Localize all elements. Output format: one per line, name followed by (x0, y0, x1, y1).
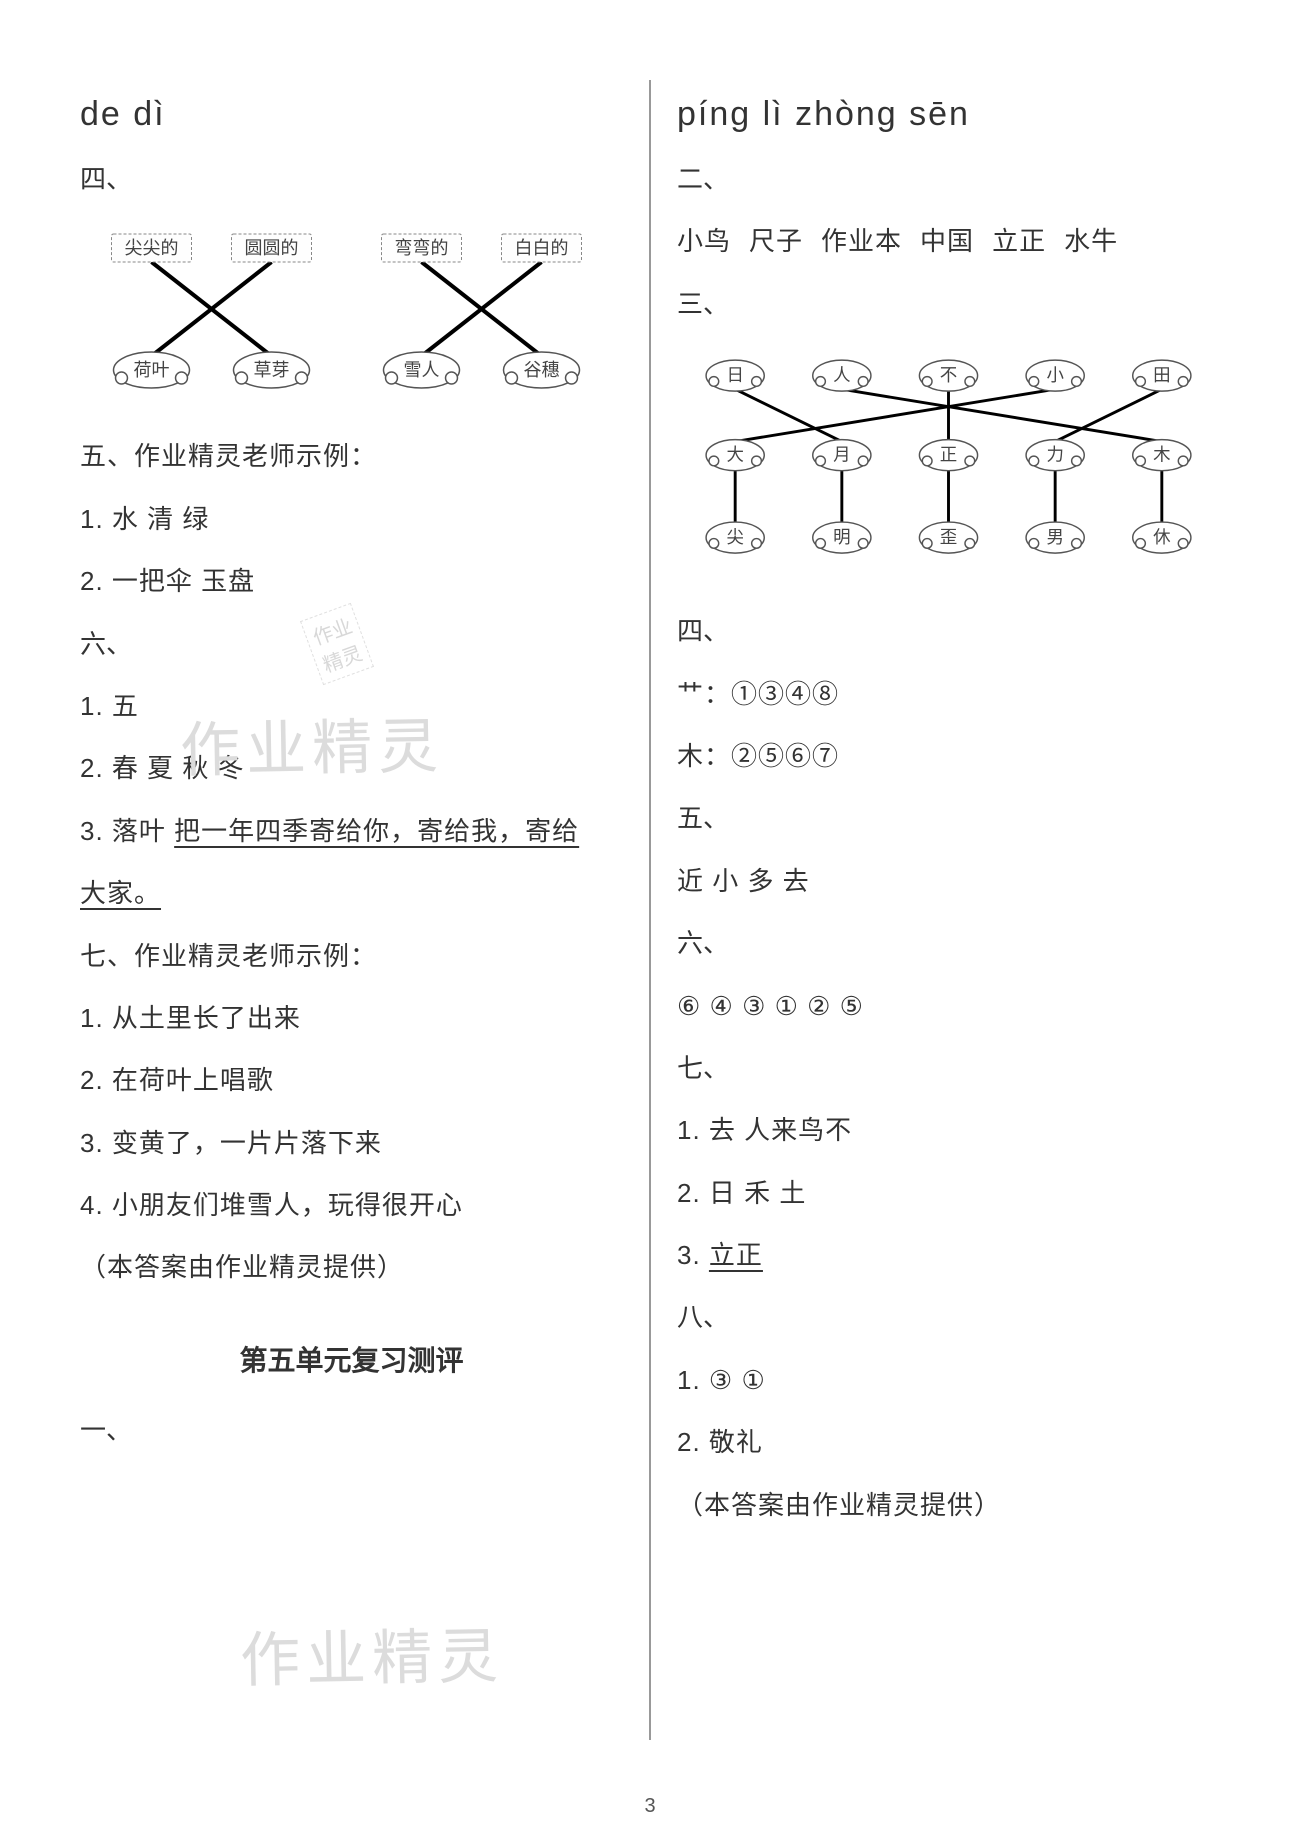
svg-text:月: 月 (833, 445, 850, 465)
svg-text:木: 木 (1153, 445, 1170, 465)
word-item: 立正 (992, 226, 1046, 256)
left-sec4-label: 四、 (80, 148, 623, 210)
right-sec8-label: 八、 (677, 1286, 1220, 1348)
right-sec4-1: 艹：①③④⑧ (677, 663, 1220, 725)
left-sec7-4: 4. 小朋友们堆雪人，玩得很开心 (80, 1174, 623, 1236)
left-sec6-3b: 大家。 (80, 862, 623, 924)
left-sec6-2: 2. 春 夏 秋 冬 (80, 737, 623, 799)
right-sec5-label: 五、 (677, 787, 1220, 849)
page-root: 作业精灵 作业精灵 作业精灵 de dì 四、 尖尖的圆圆的弯弯的白白的荷叶草芽… (0, 0, 1300, 1838)
right-sec3-label: 三、 (677, 273, 1220, 335)
svg-text:人: 人 (833, 365, 850, 385)
right-sec5-line: 近 小 多 去 (677, 850, 1220, 912)
word-item: 尺子 (749, 226, 803, 256)
left-sec6-3-ul2: 大家。 (80, 878, 161, 908)
svg-text:草芽: 草芽 (254, 360, 290, 380)
left-sec7-label: 七、作业精灵老师示例： (80, 925, 623, 987)
left-sec7-1: 1. 从土里长了出来 (80, 987, 623, 1049)
two-column-layout: de dì 四、 尖尖的 圆圆的 弯弯的 白白的荷叶 草芽 雪人 谷穗 五、作业精灵老师示例… (60, 80, 1240, 1780)
right-sec8-2: 2. 敬礼 (677, 1411, 1220, 1473)
right-sec7-3: 3. 立正 (677, 1224, 1220, 1286)
right-sec4-2: 木：②⑤⑥⑦ (677, 725, 1220, 787)
right-sec2-words: 小鸟尺子作业本中国立正水牛 (677, 210, 1220, 272)
right-sec7-2: 2. 日 禾 土 (677, 1162, 1220, 1224)
svg-text:田: 田 (1153, 365, 1170, 385)
svg-text:休: 休 (1153, 527, 1171, 547)
right-sec7-3-pre: 3. (677, 1240, 709, 1270)
right-sec7-1: 1. 去 人来鸟不 (677, 1099, 1220, 1161)
left-sec7-2: 2. 在荷叶上唱歌 (80, 1049, 623, 1111)
left-sec6-3: 3. 落叶 把一年四季寄给你，寄给我，寄给 (80, 800, 623, 862)
svg-text:小: 小 (1046, 365, 1064, 385)
right-credit: （本答案由作业精灵提供） (677, 1474, 1220, 1536)
right-sec8-1: 1. ③ ① (677, 1349, 1220, 1411)
right-pinyin: píng lì zhòng sēn (677, 80, 1220, 148)
left-sec6-3-pre: 3. 落叶 (80, 816, 174, 846)
left-sec7-3: 3. 变黄了，一片片落下来 (80, 1112, 623, 1174)
svg-text:男: 男 (1046, 527, 1063, 547)
column-divider (649, 80, 651, 1740)
svg-text:荷叶: 荷叶 (134, 360, 170, 380)
right-sec7-label: 七、 (677, 1037, 1220, 1099)
page-number: 3 (644, 1795, 655, 1818)
right-sec4-label: 四、 (677, 600, 1220, 662)
right-sec6-label: 六、 (677, 912, 1220, 974)
svg-text:大: 大 (726, 445, 743, 465)
left-pinyin: de dì (80, 80, 623, 148)
svg-text:日: 日 (726, 365, 743, 385)
word-item: 作业本 (821, 226, 902, 256)
svg-text:尖: 尖 (726, 527, 743, 547)
left-sec1-label: 一、 (80, 1399, 623, 1461)
svg-text:明: 明 (833, 527, 850, 547)
left-column: de dì 四、 尖尖的 圆圆的 弯弯的 白白的荷叶 草芽 雪人 谷穗 五、作业精灵老师示例… (60, 80, 643, 1780)
left-sec5-label: 五、作业精灵老师示例： (80, 425, 623, 487)
svg-text:不: 不 (940, 365, 957, 385)
left-sec6-3-ul1: 把一年四季寄给你，寄给我，寄给 (174, 816, 579, 846)
matching-diagram-2: 日 人 不 小 田大 月 正 力 木尖 明 歪 男 休 (677, 345, 1220, 575)
left-sec5-2: 2. 一把伞 玉盘 (80, 550, 623, 612)
svg-text:歪: 歪 (940, 527, 957, 547)
right-sec6-line: ⑥ ④ ③ ① ② ⑤ (677, 975, 1220, 1037)
svg-text:尖尖的: 尖尖的 (125, 238, 179, 258)
svg-text:弯弯的: 弯弯的 (395, 238, 449, 258)
svg-text:雪人: 雪人 (404, 360, 440, 380)
left-sec5-1: 1. 水 清 绿 (80, 488, 623, 550)
svg-text:正: 正 (940, 445, 957, 465)
word-item: 小鸟 (677, 226, 731, 256)
left-sec6-1: 1. 五 (80, 675, 623, 737)
svg-text:谷穗: 谷穗 (524, 360, 560, 380)
word-item: 中国 (920, 226, 974, 256)
svg-text:圆圆的: 圆圆的 (245, 238, 299, 258)
unit5-title: 第五单元复习测评 (80, 1339, 623, 1379)
left-sec6-label: 六、 (80, 613, 623, 675)
matching-diagram-1: 尖尖的 圆圆的 弯弯的 白白的荷叶 草芽 雪人 谷穗 (80, 220, 623, 400)
right-sec7-3-ul: 立正 (709, 1240, 763, 1270)
right-column: píng lì zhòng sēn 二、 小鸟尺子作业本中国立正水牛 三、 日人… (657, 80, 1240, 1780)
word-item: 水牛 (1064, 226, 1118, 256)
svg-text:白白的: 白白的 (515, 238, 569, 258)
left-credit: （本答案由作业精灵提供） (80, 1236, 623, 1298)
right-sec2-label: 二、 (677, 148, 1220, 210)
svg-text:力: 力 (1046, 445, 1063, 465)
